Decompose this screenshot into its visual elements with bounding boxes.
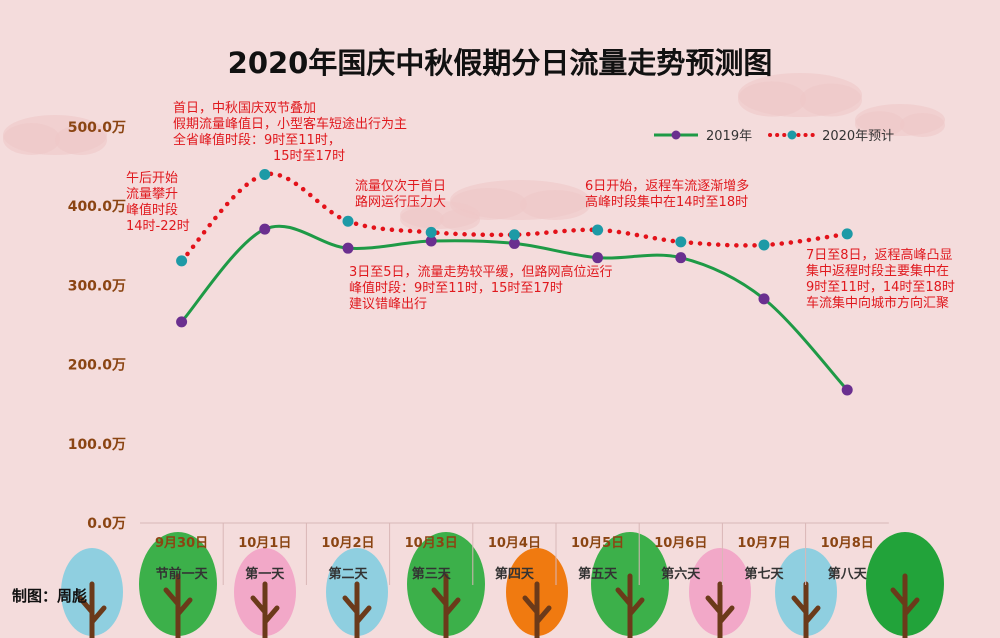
legend-label-2019: 2019年 — [706, 129, 753, 144]
x-subtick-label: 第六天 — [661, 566, 701, 582]
chart-credit: 制图：周彪 — [12, 587, 88, 605]
data-point-2019 — [675, 252, 687, 264]
annotation-line: 高峰时段集中在14时至18时 — [585, 195, 749, 210]
y-tick-label: 500.0万 — [68, 120, 126, 136]
annotation-line: 6日开始，返程车流逐渐增多 — [585, 179, 750, 194]
tree-decorations — [61, 532, 944, 638]
annotation-line: 假期流量峰值日，小型客车短途出行为主 — [173, 117, 408, 132]
cloud-shape — [450, 180, 590, 220]
tree-shape — [591, 532, 669, 638]
annotation-day7-8: 7日至8日，返程高峰凸显 集中返程时段主要集中在 9时至11时，14时至18时 … — [806, 248, 955, 312]
annotation-line: 流量攀升 — [126, 187, 179, 202]
annotation-line: 路网运行压力大 — [355, 195, 447, 210]
data-point-2020 — [758, 239, 770, 251]
x-tick-label: 10月5日 — [571, 536, 624, 551]
annotation-day3-5: 3日至5日，流量走势较平缓，但路网高位运行 峰值时段：9时至11时，15时至17… — [349, 265, 613, 313]
x-tick-label: 10月3日 — [405, 536, 458, 551]
cloud-shape — [400, 201, 480, 231]
annotation-pre-holiday: 午后开始 流量攀升 峰值时段 14时-22时 — [126, 171, 190, 235]
data-point-2019 — [508, 237, 520, 249]
x-tick-label: 10月6日 — [654, 536, 707, 551]
y-tick-label: 200.0万 — [68, 358, 126, 374]
x-subtick-label: 第三天 — [412, 566, 452, 582]
data-point-2020 — [342, 215, 354, 227]
x-subtick-label: 第八天 — [828, 566, 868, 582]
annotation-day6: 6日开始，返程车流逐渐增多 高峰时段集中在14时至18时 — [585, 179, 749, 211]
cloud-shape — [3, 115, 107, 155]
tree-shape — [506, 548, 568, 638]
cloud-decorations — [3, 73, 945, 231]
tree-shape — [326, 548, 388, 638]
series-markers — [176, 169, 853, 396]
x-tick-label: 10月4日 — [488, 536, 541, 551]
x-tick-label: 10月2日 — [321, 536, 374, 551]
cloud-shape — [738, 73, 862, 117]
y-tick-label: 0.0万 — [87, 516, 126, 532]
annotation-line: 首日，中秋国庆双节叠加 — [173, 101, 317, 116]
tree-shape — [61, 548, 123, 638]
data-point-2019 — [342, 242, 354, 254]
annotation-line: 车流集中向城市方向汇聚 — [806, 296, 950, 311]
y-tick-label: 400.0万 — [68, 199, 126, 215]
data-point-2020 — [841, 228, 853, 240]
data-point-2019 — [259, 223, 271, 235]
annotation-line: 建议错峰出行 — [349, 297, 428, 312]
data-point-2019 — [841, 384, 853, 396]
annotation-line: 9时至11时，14时至18时 — [806, 280, 955, 295]
tree-shape — [689, 548, 751, 638]
legend-item-2020: 2020年预计 — [768, 125, 894, 144]
annotation-line: 14时-22时 — [126, 219, 190, 234]
chart-axes: 0.0万 100.0万 200.0万 300.0万 400.0万 500.0万 9月30日节… — [68, 120, 889, 585]
x-subtick-label: 第一天 — [245, 566, 285, 582]
annotation-line: 午后开始 — [126, 171, 179, 186]
legend: 2019年 2020年预计 — [652, 125, 910, 144]
data-point-2020 — [592, 224, 604, 236]
data-point-2019 — [425, 235, 437, 247]
tree-shape — [234, 548, 296, 638]
annotation-line: 峰值时段 — [126, 203, 179, 218]
tree-shape — [775, 548, 837, 638]
annotation-day2: 流量仅次于首日 路网运行压力大 — [355, 179, 446, 211]
x-subtick-label: 第五天 — [578, 566, 618, 582]
x-subtick-label: 第四天 — [495, 566, 535, 582]
legend-label-2020: 2020年预计 — [822, 129, 895, 144]
annotation-line: 3日至5日，流量走势较平缓，但路网高位运行 — [349, 265, 613, 280]
legend-item-2019: 2019年 — [652, 125, 752, 144]
x-subtick-label: 第七天 — [744, 566, 784, 582]
x-tick-label: 9月30日 — [155, 536, 208, 551]
legend-swatch-2020 — [768, 130, 817, 139]
data-point-2020 — [425, 226, 437, 238]
annotation-day1: 首日，中秋国庆双节叠加 假期流量峰值日，小型客车短途出行为主 全省峰值时段：9时… — [173, 101, 407, 165]
annotation-line: 15时至17时 — [273, 149, 346, 164]
y-tick-label: 300.0万 — [68, 278, 126, 294]
tree-shape — [866, 532, 944, 638]
data-point-2020 — [508, 229, 520, 241]
annotation-line: 7日至8日，返程高峰凸显 — [806, 248, 953, 263]
legend-swatch-2019 — [654, 130, 698, 139]
x-tick-label: 10月1日 — [238, 536, 291, 551]
data-point-2019 — [592, 252, 604, 264]
data-point-2019 — [758, 293, 770, 305]
data-point-2020 — [675, 236, 687, 248]
y-tick-label: 100.0万 — [68, 437, 126, 453]
annotation-line: 全省峰值时段：9时至11时， — [173, 133, 341, 148]
annotation-line: 集中返程时段主要集中在 — [806, 264, 950, 279]
tree-shape — [139, 532, 217, 638]
chart-title: 2020年国庆中秋假期分日流量走势预测图 — [227, 46, 773, 80]
x-subtick-label: 第二天 — [328, 566, 368, 582]
data-point-2020 — [176, 255, 188, 267]
annotation-line: 峰值时段：9时至11时，15时至17时 — [349, 281, 563, 296]
annotation-line: 流量仅次于首日 — [355, 179, 447, 194]
data-point-2020 — [259, 169, 271, 181]
cloud-shape — [855, 104, 945, 137]
tree-shape — [407, 532, 485, 638]
x-tick-label: 10月8日 — [821, 536, 874, 551]
data-point-2019 — [176, 316, 188, 328]
x-tick-label: 10月7日 — [737, 536, 790, 551]
x-subtick-label: 节前一天 — [156, 566, 209, 582]
